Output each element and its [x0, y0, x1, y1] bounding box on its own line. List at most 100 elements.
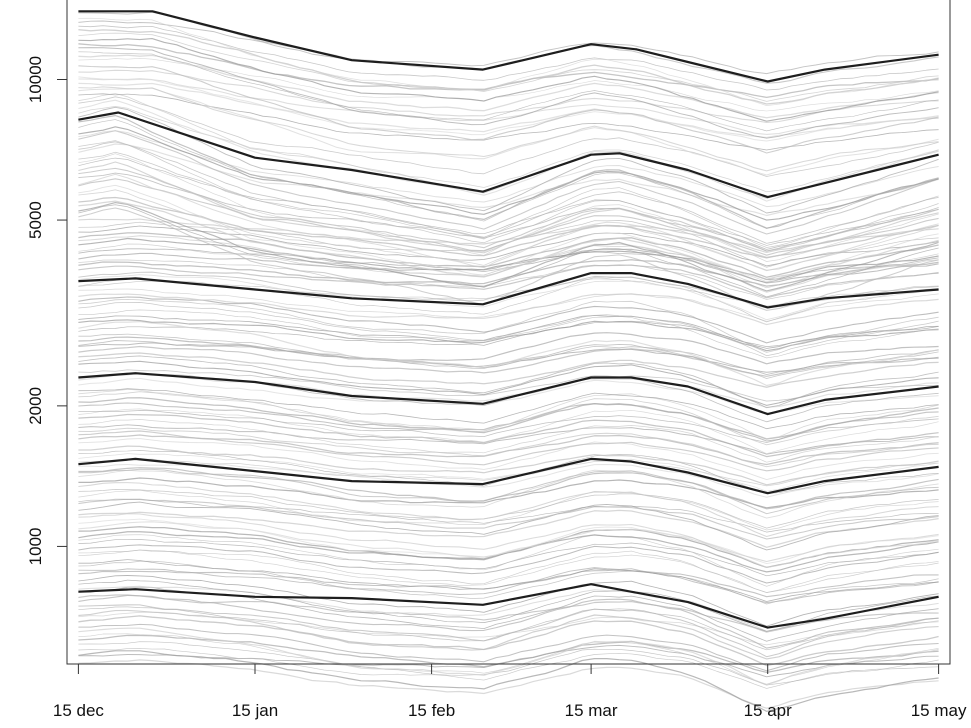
background-series-line [78, 549, 939, 593]
background-series-line [78, 274, 939, 321]
background-series-line [78, 458, 939, 487]
background-series-line [78, 184, 939, 283]
background-series-line [78, 623, 939, 672]
background-series-line [78, 200, 939, 280]
background-series-line [78, 82, 939, 139]
background-series-line [78, 559, 939, 602]
background-series-line [78, 467, 939, 510]
background-series-line [78, 38, 939, 122]
background-series-line [78, 498, 939, 540]
background-series-line [78, 78, 939, 135]
background-series-line [78, 489, 939, 531]
background-series-line [78, 482, 939, 538]
background-series-line [78, 534, 939, 587]
background-series-line [78, 438, 939, 481]
background-series-line [78, 153, 939, 262]
background-series-line [78, 453, 939, 492]
background-series-line [78, 106, 939, 193]
background-series-line [78, 264, 939, 299]
x-tick-label: 15 feb [408, 701, 455, 720]
background-series-line [78, 321, 939, 387]
highlighted-series-line [78, 272, 939, 309]
x-tick-label: 15 dec [53, 701, 105, 720]
background-series-line [78, 296, 939, 344]
background-series-line [78, 402, 939, 442]
background-series-line [78, 430, 939, 472]
background-series-line [78, 141, 939, 244]
highlighted-series-group [78, 10, 939, 629]
background-series-line [78, 259, 939, 300]
background-series-line [78, 332, 939, 365]
background-series-line [78, 204, 939, 298]
background-series-line [78, 615, 939, 667]
background-series-line [78, 86, 939, 172]
background-series-line [78, 419, 939, 463]
highlighted-series-line [78, 457, 939, 495]
background-series-line [78, 501, 939, 551]
background-series-line [78, 579, 939, 632]
background-series-line [78, 309, 939, 359]
background-series-line [78, 499, 939, 533]
background-series-line [78, 413, 939, 458]
background-series-line [78, 20, 939, 75]
background-series-line [78, 207, 939, 311]
background-series-line [78, 302, 939, 357]
background-series-line [78, 151, 939, 252]
background-series-line [78, 126, 939, 221]
highlighted-series-line [78, 583, 939, 629]
plot-frame [66, 0, 951, 665]
background-series-line [78, 549, 939, 593]
background-series-line [78, 604, 939, 658]
background-series-line [78, 243, 939, 289]
background-series-line [78, 54, 939, 119]
background-series-line [78, 130, 939, 208]
background-series-line [78, 96, 939, 177]
highlighted-series-line [78, 111, 939, 199]
background-series-line [78, 526, 939, 569]
background-series-line [78, 315, 939, 349]
background-series-line [78, 130, 939, 235]
background-series-line [78, 388, 939, 430]
x-tick-label: 15 may [911, 701, 967, 720]
background-series-line [78, 248, 939, 283]
background-series-line [78, 377, 939, 415]
background-series-line [78, 196, 939, 259]
background-series-line [78, 345, 939, 377]
background-series-line [78, 143, 939, 217]
background-series-line [78, 594, 939, 649]
background-series-line [78, 276, 939, 323]
x-tick-label: 15 apr [744, 701, 793, 720]
background-series-line [78, 237, 939, 281]
background-series-line [78, 43, 939, 99]
background-series-line [78, 167, 939, 252]
background-series-line [78, 408, 939, 455]
background-series-line [78, 293, 939, 326]
background-series-line [78, 369, 939, 402]
background-series-line [78, 288, 939, 322]
background-series-line [78, 25, 939, 91]
background-series-line [78, 606, 939, 651]
background-series-line [78, 388, 939, 440]
background-series-line [78, 594, 939, 633]
background-series-line [78, 427, 939, 468]
background-series-line [78, 65, 939, 154]
background-series-line [78, 509, 939, 548]
background-series-line [78, 51, 939, 132]
background-series-line [78, 445, 939, 486]
background-series-line [78, 47, 939, 139]
background-series-line [78, 106, 939, 214]
background-series-line [78, 609, 939, 660]
background-series-line [78, 468, 939, 515]
background-series-line [78, 659, 939, 709]
background-series-line [78, 17, 939, 106]
background-series-line [78, 544, 939, 584]
background-series-group [78, 11, 939, 712]
y-axis: 1000 2000 5000 10000 [26, 56, 67, 565]
highlighted-series-line [78, 372, 939, 416]
background-series-line [78, 397, 939, 440]
background-series-line [78, 463, 939, 498]
background-series-line [78, 157, 939, 246]
y-tick-label: 10000 [26, 56, 45, 103]
background-series-line [78, 352, 939, 388]
